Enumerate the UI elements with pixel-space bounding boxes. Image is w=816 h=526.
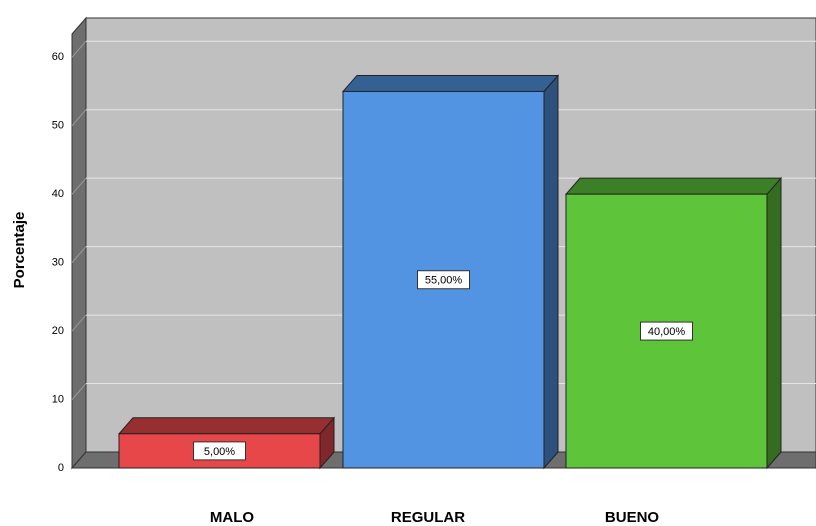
bar-side bbox=[766, 176, 782, 470]
x-tick-label: MALO bbox=[210, 509, 254, 526]
value-label-box bbox=[417, 270, 470, 290]
y-tick-label: 20 bbox=[52, 325, 64, 337]
grid-line-side bbox=[71, 109, 87, 127]
x-tick-label: REGULAR bbox=[391, 509, 465, 526]
value-label-box bbox=[193, 441, 246, 461]
bar-side bbox=[543, 74, 559, 470]
bar-top bbox=[117, 417, 336, 435]
x-tick-label: BUENO bbox=[605, 509, 660, 526]
y-axis-label: Porcentaje bbox=[11, 212, 28, 289]
y-tick-label: 30 bbox=[52, 257, 64, 269]
value-label: 5,00% bbox=[204, 446, 235, 458]
bar-top bbox=[341, 74, 560, 92]
grid-line-side bbox=[71, 177, 87, 195]
grid-line-side bbox=[71, 40, 87, 58]
grid-line-side bbox=[71, 383, 87, 400]
y-tick-label: 50 bbox=[52, 120, 64, 132]
bar-top bbox=[564, 177, 783, 195]
grid-line-side bbox=[71, 314, 87, 332]
value-label-box bbox=[640, 321, 693, 341]
y-tick-label: 40 bbox=[52, 188, 64, 200]
grid-line-side bbox=[71, 246, 87, 263]
y-tick-label: 60 bbox=[52, 51, 64, 63]
value-label: 55,00% bbox=[425, 275, 463, 287]
y-tick-label: 0 bbox=[58, 462, 64, 474]
left-wall bbox=[71, 16, 87, 470]
y-tick-label: 10 bbox=[52, 393, 64, 405]
value-label: 40,00% bbox=[648, 326, 686, 338]
